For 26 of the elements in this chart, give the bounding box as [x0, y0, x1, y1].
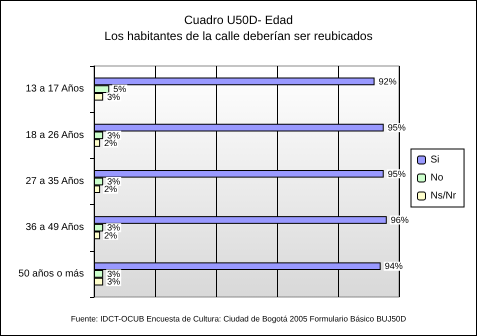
data-label: 3% — [107, 130, 120, 140]
data-label: 94% — [384, 261, 403, 272]
data-label: 3% — [107, 268, 120, 279]
legend-label: Si — [430, 154, 440, 166]
chart-subtitle: Los habitantes de la calle deberían ser reubicados — [104, 29, 373, 43]
data-label: 2% — [104, 230, 118, 240]
data-label: 3% — [107, 176, 120, 186]
y-tick-label: 50 años o más — [18, 268, 84, 280]
legend-label: Ns/Nr — [430, 190, 457, 202]
data-label: 95% — [388, 168, 406, 179]
y-tick-label: 36 a 49 Años — [26, 222, 84, 234]
data-label: 95% — [388, 122, 406, 133]
y-tick-label: 27 a 35 Años — [26, 176, 84, 187]
data-label: 96% — [390, 215, 409, 225]
y-tick-label: 18 a 26 Años — [26, 130, 84, 141]
data-label: 2% — [104, 138, 118, 148]
source-note: Fuente: IDCT-OCUB Encuesta de Cultura: Ciudad de Bogotá 2005 Formulario Básico BUJ50D — [70, 314, 406, 324]
data-label: 3% — [107, 276, 120, 287]
legend-label: No — [430, 172, 444, 184]
data-label: 2% — [104, 184, 118, 194]
y-tick-label: 13 a 17 Años — [26, 84, 84, 95]
data-label: 5% — [113, 84, 126, 94]
data-label: 3% — [107, 222, 120, 233]
chart-title: Cuadro U50D- Edad — [184, 13, 293, 27]
data-label: 3% — [107, 92, 120, 102]
data-label: 92% — [378, 76, 397, 86]
